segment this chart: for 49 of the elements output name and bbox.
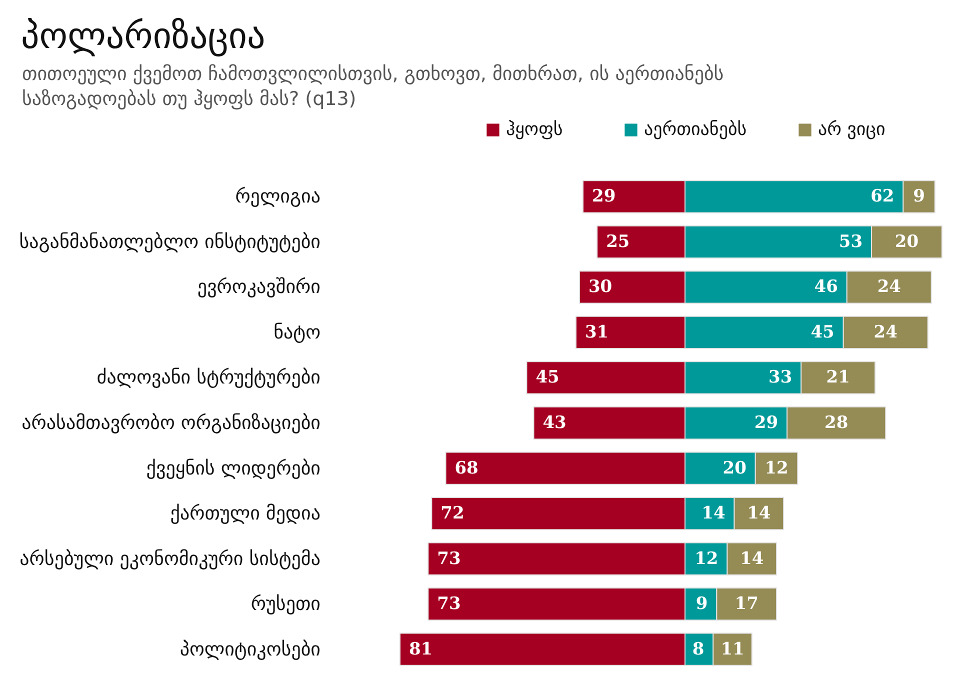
data-label: 28 [824, 413, 848, 433]
data-label: 62 [870, 186, 894, 207]
data-label: 72 [440, 504, 464, 524]
data-label: 30 [588, 277, 612, 298]
data-label: 8 [692, 639, 704, 660]
data-label: 29 [754, 413, 778, 433]
y-tick-label: ძალოვანი სტრუქტურები [96, 366, 320, 389]
data-label: 21 [826, 368, 850, 388]
data-label: 43 [542, 413, 566, 433]
data-label: 53 [838, 232, 863, 252]
y-tick-label: ქართული მედია [170, 502, 320, 525]
y-tick-label: არსებული ეკონომიკური სისტემა [20, 548, 320, 570]
y-tick-label: ქვეყნის ლიდერები [146, 457, 320, 480]
data-label: 20 [894, 232, 919, 252]
chart-subtitle: თითოეული ქვემოთ ჩამოთვლილისთვის, გთხოვთ, მითხრათ, ის აერთიანებს საზოგადოებას თუ ჰყოფს მას? (q13) [22, 62, 725, 112]
data-label: 29 [592, 186, 616, 207]
data-label: 24 [874, 322, 898, 342]
y-tick-label: საგანმანათლებლო ინსტიტუტები [19, 230, 320, 253]
y-tick-label: რუსეთი [250, 593, 320, 616]
data-label: 81 [408, 639, 433, 660]
data-label: 25 [606, 232, 630, 252]
legend-label: აერთიანებს [644, 119, 747, 140]
data-label: 11 [720, 639, 744, 660]
y-tick-label: რელიგია [235, 186, 320, 208]
data-label: 14 [740, 548, 764, 569]
y-tick-label: პოლიტიკოსები [180, 638, 320, 660]
data-label: 17 [734, 594, 758, 614]
data-label: 31 [584, 322, 609, 342]
y-tick-label: არასამთავრობო ორგანიზაციები [22, 412, 320, 434]
data-label: 20 [722, 458, 747, 478]
data-label: 14 [702, 504, 726, 524]
data-label: 14 [747, 504, 771, 524]
y-tick-label: ევროკავშირი [197, 276, 320, 298]
data-label: 24 [877, 277, 902, 298]
data-label: 45 [810, 322, 834, 342]
chart-title: პოლარიზაცია [21, 15, 266, 59]
data-label: 45 [536, 368, 560, 388]
y-tick-label: ნატო [274, 321, 320, 344]
data-label: 73 [437, 548, 461, 569]
data-label: 9 [696, 594, 708, 614]
data-label: 9 [913, 186, 926, 207]
data-label: 12 [764, 458, 788, 478]
data-label: 12 [694, 548, 718, 569]
data-label: 33 [768, 368, 792, 388]
data-label: 73 [437, 594, 461, 614]
legend-label: არ ვიცი [818, 119, 886, 140]
data-label: 46 [814, 277, 838, 298]
legend-label: ჰყოფს [506, 119, 563, 140]
data-label: 68 [454, 458, 478, 478]
